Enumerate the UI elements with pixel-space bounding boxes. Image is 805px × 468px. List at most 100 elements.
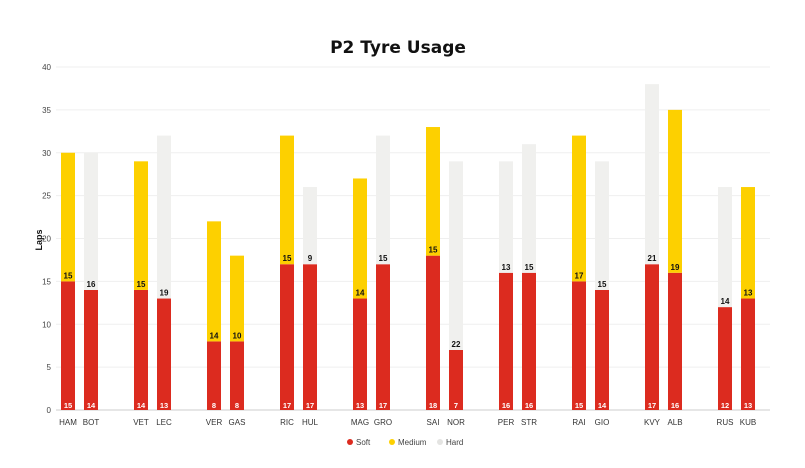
data-label-medium: 14 [356,289,365,298]
x-tick-label: VER [206,418,223,427]
gridlines [56,66,770,411]
data-label-hard: 16 [87,280,96,289]
x-tick-label: SAI [427,418,440,427]
data-label-medium: 13 [744,289,753,298]
bar-soft-alb [668,272,682,410]
data-label-hard: 13 [502,263,511,272]
y-tick-label: 15 [42,277,51,286]
data-label-soft: 13 [356,401,364,410]
data-label-soft: 15 [64,401,72,410]
legend-marker-medium [389,439,395,445]
y-tick-label: 25 [42,192,51,201]
x-tick-label: GIO [595,418,610,427]
y-tick-label: 10 [42,320,51,329]
legend: Soft Medium Hard [347,438,463,447]
x-tick-label: KVY [644,418,661,427]
legend-marker-hard [437,439,443,445]
bar-soft-kub [741,298,755,410]
data-label-soft: 17 [306,401,314,410]
data-label-soft: 17 [283,401,291,410]
bar-medium-mag [353,178,367,299]
bar-medium-gas [230,255,244,342]
data-label-medium: 17 [575,271,584,280]
x-tick-label: PER [498,418,515,427]
y-axis-label: Laps [34,229,44,250]
bar-soft-kvy [645,264,659,410]
data-label-soft: 16 [502,401,510,410]
data-label-medium: 10 [233,331,242,340]
chart-title: P2 Tyre Usage [330,38,466,58]
data-label-soft: 17 [648,401,656,410]
x-tick-label: HAM [59,418,77,427]
data-label-medium: 15 [64,271,73,280]
data-label-hard: 9 [308,254,313,263]
x-axis: HAM BOT VET LEC VER GAS RIC HUL MAG GRO SAI NOR PER S… [59,418,756,427]
data-label-hard: 15 [525,263,534,272]
data-label-soft: 17 [379,401,387,410]
y-tick-label: 30 [42,149,51,158]
data-label-soft: 7 [454,401,458,410]
x-tick-label: RUS [717,418,734,427]
x-tick-label: VET [133,418,149,427]
bar-soft-gio [595,289,609,410]
bar-soft-mag [353,298,367,410]
bar-hard-kvy [645,84,659,265]
bar-hard-gio [595,161,609,290]
data-label-soft: 13 [160,401,168,410]
data-label-soft: 12 [721,401,729,410]
bar-hard-hul [303,187,317,265]
bar-soft-gas [230,341,244,410]
bar-hard-rus [718,187,732,308]
bar-soft-per [499,272,513,410]
bar-hard-per [499,161,513,273]
bar-soft-nor [449,349,463,410]
bar-medium-ham [61,152,75,282]
legend-label-soft: Soft [356,438,371,447]
bar-soft-lec [157,298,171,410]
data-label-hard: 15 [379,254,388,263]
x-tick-label: RIC [280,418,294,427]
x-tick-label: ALB [667,418,682,427]
bar-soft-gro [376,264,390,410]
x-tick-label: RAI [572,418,585,427]
y-axis: 0 5 10 15 20 25 30 35 40 [42,63,51,415]
bar-soft-hul [303,264,317,410]
data-label-hard: 15 [598,280,607,289]
bar-medium-ric [280,135,294,265]
x-tick-label: MAG [351,418,369,427]
y-tick-label: 40 [42,63,51,72]
data-label-hard: 22 [452,340,461,349]
legend-label-hard: Hard [446,438,463,447]
bar-soft-vet [134,289,148,410]
data-label-medium: 15 [137,280,146,289]
legend-marker-soft [347,439,353,445]
bar-medium-vet [134,161,148,290]
bar-hard-bot [84,152,98,290]
x-tick-label: HUL [302,418,319,427]
bar-medium-ver [207,221,221,342]
bar-hard-lec [157,135,171,299]
bars: 15 15 14 16 14 15 13 19 8 14 8 10 17 15 17 9 13 14 17 15 18 1… [61,84,755,410]
data-label-soft: 14 [87,401,96,410]
legend-label-medium: Medium [398,438,427,447]
data-label-soft: 15 [575,401,583,410]
bar-hard-gro [376,135,390,265]
data-label-soft: 18 [429,401,437,410]
x-tick-label: GAS [229,418,246,427]
x-tick-label: STR [521,418,537,427]
data-label-hard: 14 [721,297,730,306]
bar-soft-rus [718,307,732,410]
data-label-hard: 19 [160,289,169,298]
data-label-medium: 14 [210,331,219,340]
bar-hard-str [522,144,536,273]
bar-soft-sai [426,255,440,410]
y-tick-label: 35 [42,106,51,115]
bar-medium-sai [426,127,440,256]
y-tick-label: 5 [47,363,52,372]
bar-soft-rai [572,281,586,410]
data-label-hard: 21 [648,254,657,263]
data-label-soft: 16 [525,401,533,410]
bar-soft-bot [84,289,98,410]
x-tick-label: BOT [83,418,100,427]
